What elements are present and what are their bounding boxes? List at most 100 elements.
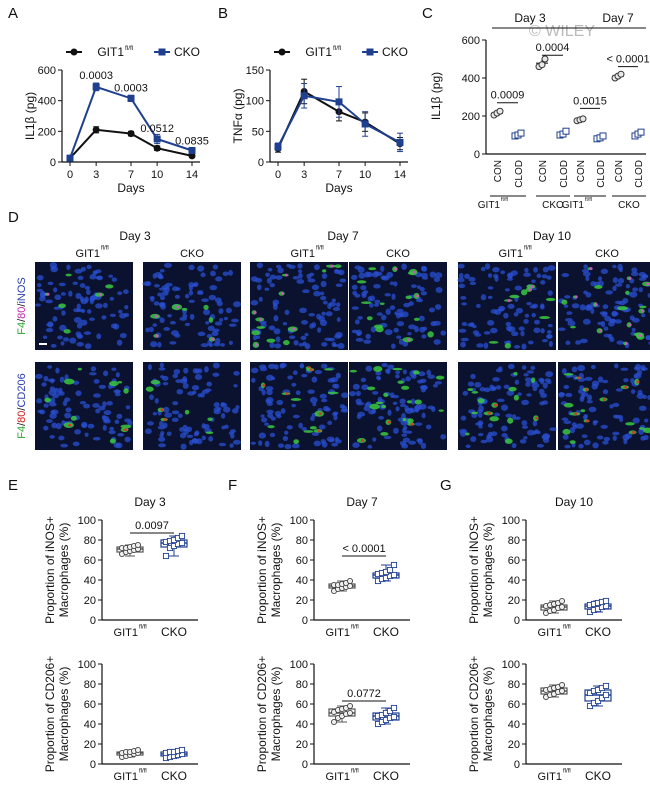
f480-signal bbox=[625, 422, 635, 426]
nucleus bbox=[188, 282, 195, 288]
nucleus bbox=[197, 331, 206, 337]
nucleus bbox=[209, 284, 218, 291]
nucleus bbox=[514, 379, 520, 385]
nucleus bbox=[360, 377, 367, 383]
nucleus bbox=[191, 385, 200, 391]
nucleus bbox=[65, 407, 72, 413]
nucleus bbox=[477, 412, 483, 418]
panel-a-p-value: 0.0003 bbox=[114, 82, 148, 94]
nucleus bbox=[578, 443, 584, 449]
cd206-signal bbox=[574, 412, 578, 416]
nucleus bbox=[88, 372, 97, 376]
nucleus bbox=[212, 372, 220, 377]
nucleus bbox=[541, 339, 549, 343]
nucleus bbox=[514, 285, 523, 291]
nucleus bbox=[480, 266, 486, 272]
nucleus bbox=[563, 304, 569, 308]
nucleus bbox=[157, 273, 163, 280]
f480-signal bbox=[489, 416, 499, 422]
nucleus bbox=[335, 436, 340, 442]
panel-f-top-point bbox=[346, 577, 354, 585]
f480-signal bbox=[109, 438, 116, 444]
nucleus bbox=[74, 429, 81, 435]
panel-g-bottom-y-tick-label: 0 bbox=[514, 759, 520, 771]
nucleus bbox=[542, 382, 548, 389]
cd206-signal bbox=[577, 376, 581, 380]
nucleus bbox=[369, 295, 376, 302]
nucleus bbox=[163, 406, 170, 413]
panel-e-top-point bbox=[162, 552, 170, 560]
nucleus bbox=[118, 309, 123, 314]
nucleus bbox=[114, 392, 121, 397]
micrograph-cd206-4 bbox=[458, 362, 557, 450]
nucleus bbox=[544, 378, 551, 383]
nucleus bbox=[84, 343, 92, 350]
panel-b-legend-marker bbox=[366, 48, 374, 56]
f480-signal bbox=[561, 299, 568, 305]
panel-a-point bbox=[153, 144, 161, 152]
nucleus bbox=[392, 401, 398, 405]
nucleus bbox=[391, 293, 396, 300]
f480-signal bbox=[570, 325, 576, 329]
nucleus bbox=[45, 299, 54, 304]
nucleus bbox=[564, 444, 571, 449]
cd206-signal bbox=[535, 416, 539, 420]
nucleus bbox=[216, 300, 223, 307]
nucleus bbox=[427, 374, 435, 379]
nucleus bbox=[399, 403, 407, 408]
nucleus bbox=[470, 373, 476, 380]
nucleus bbox=[274, 343, 282, 349]
nucleus bbox=[615, 414, 621, 419]
nucleus bbox=[152, 323, 158, 327]
nucleus bbox=[523, 436, 528, 440]
nucleus bbox=[371, 408, 376, 414]
nucleus bbox=[275, 336, 281, 343]
nucleus bbox=[169, 321, 176, 325]
nucleus bbox=[284, 309, 290, 316]
nucleus bbox=[331, 341, 337, 347]
nucleus bbox=[475, 303, 481, 308]
cd206-signal bbox=[585, 388, 589, 392]
panel-c-point bbox=[637, 128, 645, 136]
nucleus bbox=[218, 442, 227, 447]
f480-signal bbox=[375, 401, 384, 405]
nucleus bbox=[426, 369, 432, 376]
panel-a-legend-fl: fl/fl bbox=[125, 45, 134, 52]
nucleus bbox=[200, 343, 209, 348]
cd206-signal bbox=[494, 403, 498, 407]
panel-d-day3-header: Day 3 bbox=[119, 229, 151, 243]
nucleus bbox=[517, 392, 522, 396]
nucleus bbox=[386, 271, 394, 278]
nucleus bbox=[579, 385, 585, 390]
nucleus bbox=[320, 398, 328, 403]
panel-d-cko-header: CKO bbox=[386, 248, 410, 260]
nucleus bbox=[264, 287, 270, 291]
nucleus bbox=[320, 363, 328, 369]
panel-e-bottom-y-tick-label: 100 bbox=[78, 659, 96, 671]
nucleus bbox=[214, 337, 221, 344]
f480-signal bbox=[303, 430, 314, 433]
f480-signal bbox=[414, 399, 422, 405]
nucleus bbox=[583, 290, 588, 295]
nucleus bbox=[336, 317, 341, 322]
nucleus bbox=[370, 326, 377, 333]
nucleus bbox=[521, 343, 527, 350]
panel-b-point bbox=[361, 120, 369, 128]
nucleus bbox=[279, 362, 287, 368]
inos-signal bbox=[628, 323, 632, 327]
f480-signal bbox=[563, 373, 574, 376]
nucleus bbox=[365, 365, 373, 372]
nucleus bbox=[145, 428, 152, 435]
panel-g-top-cko-label: CKO bbox=[585, 625, 611, 639]
panel-g-bottom-cko-label: CKO bbox=[585, 769, 611, 783]
nucleus bbox=[467, 322, 475, 327]
panel-f-bottom-point bbox=[346, 702, 354, 710]
nucleus bbox=[581, 434, 588, 439]
inos-signal bbox=[259, 317, 263, 321]
nucleus bbox=[596, 435, 604, 440]
panel-a-y-tick-label: 0 bbox=[50, 157, 56, 169]
nucleus bbox=[548, 340, 553, 348]
nucleus bbox=[511, 331, 519, 337]
nucleus bbox=[312, 402, 317, 407]
